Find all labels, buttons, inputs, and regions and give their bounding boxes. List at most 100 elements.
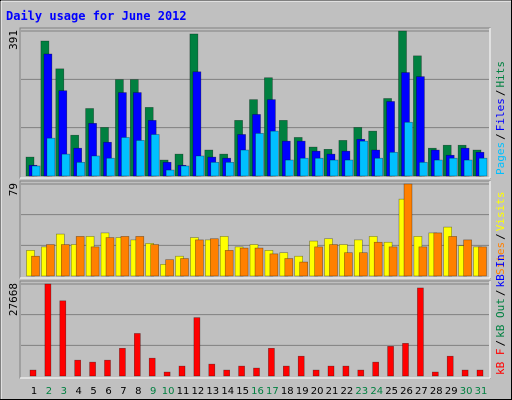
bar bbox=[106, 157, 115, 177]
x-tick-label: 26 bbox=[400, 386, 413, 397]
bar bbox=[329, 244, 338, 277]
legend-entry: Hits bbox=[494, 61, 507, 88]
x-tick-label: 3 bbox=[61, 386, 67, 397]
x-tick-label: 31 bbox=[475, 386, 488, 397]
bar bbox=[31, 255, 40, 277]
y-tick-label: 391 bbox=[7, 30, 20, 50]
bar bbox=[136, 140, 145, 177]
x-tick-label: 21 bbox=[326, 386, 339, 397]
bar bbox=[135, 236, 145, 277]
bar bbox=[120, 236, 130, 277]
bar bbox=[91, 155, 100, 177]
panel bbox=[19, 280, 491, 379]
bar bbox=[223, 369, 230, 377]
bar bbox=[284, 258, 294, 277]
bar bbox=[195, 239, 204, 277]
bar bbox=[404, 121, 413, 177]
x-tick-label: 19 bbox=[296, 386, 309, 397]
bar bbox=[29, 369, 37, 377]
legend-entry: kB In bbox=[494, 254, 507, 287]
bar bbox=[416, 76, 425, 177]
bar bbox=[238, 365, 245, 377]
x-tick-label: 1 bbox=[31, 386, 37, 397]
y-tick-label: 79 bbox=[7, 183, 20, 196]
bar bbox=[373, 241, 383, 277]
bar bbox=[418, 246, 428, 277]
bar bbox=[342, 365, 350, 377]
bar bbox=[104, 359, 111, 377]
bar bbox=[329, 159, 339, 177]
bar bbox=[433, 159, 443, 177]
bar bbox=[389, 151, 398, 177]
bar bbox=[44, 283, 52, 377]
x-tick-label: 14 bbox=[221, 386, 234, 397]
bar bbox=[270, 130, 279, 177]
x-tick-label: 23 bbox=[355, 386, 368, 397]
bar bbox=[312, 369, 320, 377]
bar bbox=[478, 246, 487, 277]
bar bbox=[119, 348, 126, 377]
x-tick-label: 28 bbox=[430, 386, 443, 397]
bar bbox=[121, 137, 130, 177]
bar bbox=[446, 355, 454, 377]
bar bbox=[461, 369, 469, 377]
bar bbox=[448, 157, 458, 177]
bar bbox=[31, 165, 41, 177]
bar bbox=[433, 232, 443, 277]
x-tick-label: 22 bbox=[341, 386, 354, 397]
bar bbox=[463, 239, 472, 277]
bar bbox=[134, 333, 141, 377]
x-tick-label: 25 bbox=[385, 386, 398, 397]
x-tick-label: 5 bbox=[90, 386, 96, 397]
bar bbox=[419, 161, 428, 177]
legend-entry: kB Out bbox=[494, 298, 507, 338]
x-tick-label: 13 bbox=[206, 386, 219, 397]
bar bbox=[163, 371, 171, 377]
legend-separator: / bbox=[494, 90, 507, 97]
x-tick-label: 30 bbox=[460, 386, 473, 397]
bar bbox=[195, 155, 205, 177]
bar bbox=[193, 317, 201, 377]
bar bbox=[165, 259, 174, 277]
bar bbox=[359, 140, 369, 177]
bar bbox=[387, 346, 394, 377]
bar bbox=[239, 247, 249, 277]
bar bbox=[74, 359, 81, 377]
bar bbox=[372, 361, 380, 377]
x-tick-label: 17 bbox=[266, 386, 279, 397]
x-tick-label: 15 bbox=[236, 386, 249, 397]
bar bbox=[89, 361, 96, 377]
bar bbox=[165, 169, 175, 177]
bar bbox=[60, 244, 70, 277]
bar bbox=[59, 300, 67, 377]
x-tick-label: 4 bbox=[76, 386, 82, 397]
bar bbox=[240, 149, 249, 177]
bar bbox=[299, 261, 309, 277]
bar bbox=[282, 365, 290, 377]
chart-title: Daily usage for June 2012 bbox=[6, 9, 187, 23]
bar bbox=[148, 357, 156, 377]
bar bbox=[210, 238, 219, 277]
bar bbox=[76, 161, 85, 177]
x-tick-label: 6 bbox=[105, 386, 111, 397]
bar bbox=[268, 348, 275, 377]
x-tick-label: 11 bbox=[177, 386, 190, 397]
bar bbox=[224, 250, 234, 277]
x-tick-label: 20 bbox=[311, 386, 324, 397]
bar bbox=[402, 343, 409, 377]
bar bbox=[327, 365, 335, 377]
bar bbox=[253, 367, 260, 377]
x-tick-label: 10 bbox=[162, 386, 175, 397]
bar bbox=[75, 236, 85, 277]
bar bbox=[255, 133, 264, 177]
bar bbox=[403, 183, 413, 277]
bar bbox=[299, 157, 309, 177]
legend: Pages/Files/Hits bbox=[494, 61, 507, 175]
bar bbox=[358, 252, 368, 277]
legend-entry: Pages bbox=[494, 142, 507, 175]
bar bbox=[46, 137, 56, 177]
legend: kB F/kB Out/kB In bbox=[494, 254, 507, 375]
bar bbox=[225, 161, 234, 177]
